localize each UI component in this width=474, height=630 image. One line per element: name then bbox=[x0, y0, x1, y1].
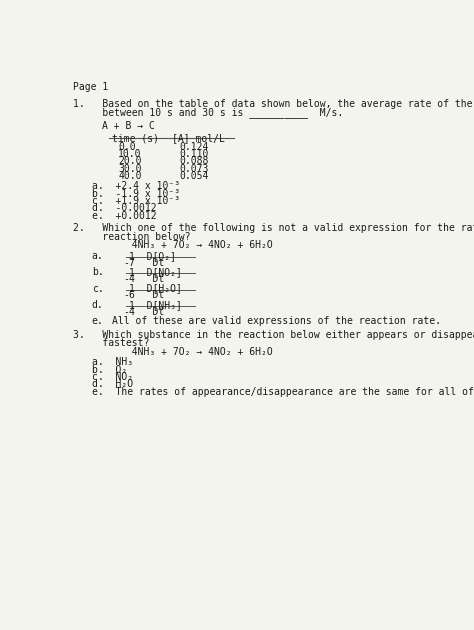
Text: 40.0: 40.0 bbox=[118, 171, 142, 181]
Text: 1.   Based on the table of data shown below, the average rate of the reaction: 1. Based on the table of data shown belo… bbox=[73, 99, 474, 109]
Text: 0.073: 0.073 bbox=[179, 164, 209, 174]
Text: e.: e. bbox=[92, 316, 103, 326]
Text: -: - bbox=[124, 307, 129, 317]
Text: c.  +1.9 x 10⁻³: c. +1.9 x 10⁻³ bbox=[92, 196, 180, 206]
Text: All of these are valid expressions of the reaction rate.: All of these are valid expressions of th… bbox=[112, 316, 441, 326]
Text: a.: a. bbox=[92, 251, 103, 261]
Text: 6   Dt: 6 Dt bbox=[129, 290, 164, 301]
Text: 0.088: 0.088 bbox=[179, 156, 209, 166]
Text: a.  +2.4 x 10⁻³: a. +2.4 x 10⁻³ bbox=[92, 181, 180, 192]
Text: 30.0: 30.0 bbox=[118, 164, 142, 174]
Text: -: - bbox=[124, 258, 129, 268]
Text: -: - bbox=[124, 290, 129, 301]
Text: A + B → C: A + B → C bbox=[102, 121, 155, 131]
Text: 1  D[NH₃]: 1 D[NH₃] bbox=[129, 300, 182, 310]
Text: d.  H₂O: d. H₂O bbox=[92, 379, 133, 389]
Text: Page 1: Page 1 bbox=[73, 82, 109, 92]
Text: 0.054: 0.054 bbox=[179, 171, 209, 181]
Text: time (s): time (s) bbox=[112, 134, 159, 144]
Text: [A] mol/L: [A] mol/L bbox=[172, 134, 225, 144]
Text: d.  -0.0012: d. -0.0012 bbox=[92, 203, 156, 214]
Text: 4   Dt: 4 Dt bbox=[129, 274, 164, 284]
Text: 1  D[O₂]: 1 D[O₂] bbox=[129, 251, 176, 261]
Text: 20.0: 20.0 bbox=[118, 156, 142, 166]
Text: b.: b. bbox=[92, 267, 103, 277]
Text: 0.0: 0.0 bbox=[118, 142, 136, 152]
Text: d.: d. bbox=[92, 300, 103, 310]
Text: 4NH₃ + 7O₂ → 4NO₂ + 6H₂O: 4NH₃ + 7O₂ → 4NO₂ + 6H₂O bbox=[73, 346, 273, 357]
Text: 2.   Which one of the following is not a valid expression for the rate of the: 2. Which one of the following is not a v… bbox=[73, 224, 474, 234]
Text: c.: c. bbox=[92, 284, 103, 294]
Text: e.  +0.0012: e. +0.0012 bbox=[92, 210, 156, 220]
Text: 1  D[NO₂]: 1 D[NO₂] bbox=[129, 267, 182, 277]
Text: between 10 s and 30 s is __________  M/s.: between 10 s and 30 s is __________ M/s. bbox=[73, 107, 344, 118]
Text: 3.   Which substance in the reaction below either appears or disappears the: 3. Which substance in the reaction below… bbox=[73, 329, 474, 340]
Text: c.  NO₂: c. NO₂ bbox=[92, 372, 133, 382]
Text: 1  D[H₂O]: 1 D[H₂O] bbox=[129, 284, 182, 294]
Text: reaction below?: reaction below? bbox=[73, 232, 191, 242]
Text: e.  The rates of appearance/disappearance are the same for all of these.: e. The rates of appearance/disappearance… bbox=[92, 387, 474, 397]
Text: 7   Dt: 7 Dt bbox=[129, 258, 164, 268]
Text: b.  O₂: b. O₂ bbox=[92, 365, 127, 375]
Text: 10.0: 10.0 bbox=[118, 149, 142, 159]
Text: -: - bbox=[124, 274, 129, 284]
Text: 4   Dt: 4 Dt bbox=[129, 307, 164, 317]
Text: 0.124: 0.124 bbox=[179, 142, 209, 152]
Text: a.  NH₃: a. NH₃ bbox=[92, 357, 133, 367]
Text: fastest?: fastest? bbox=[73, 338, 150, 348]
Text: 0.110: 0.110 bbox=[179, 149, 209, 159]
Text: 4NH₃ + 7O₂ → 4NO₂ + 6H₂O: 4NH₃ + 7O₂ → 4NO₂ + 6H₂O bbox=[73, 241, 273, 250]
Text: b.  -1.9 x 10⁻³: b. -1.9 x 10⁻³ bbox=[92, 189, 180, 199]
